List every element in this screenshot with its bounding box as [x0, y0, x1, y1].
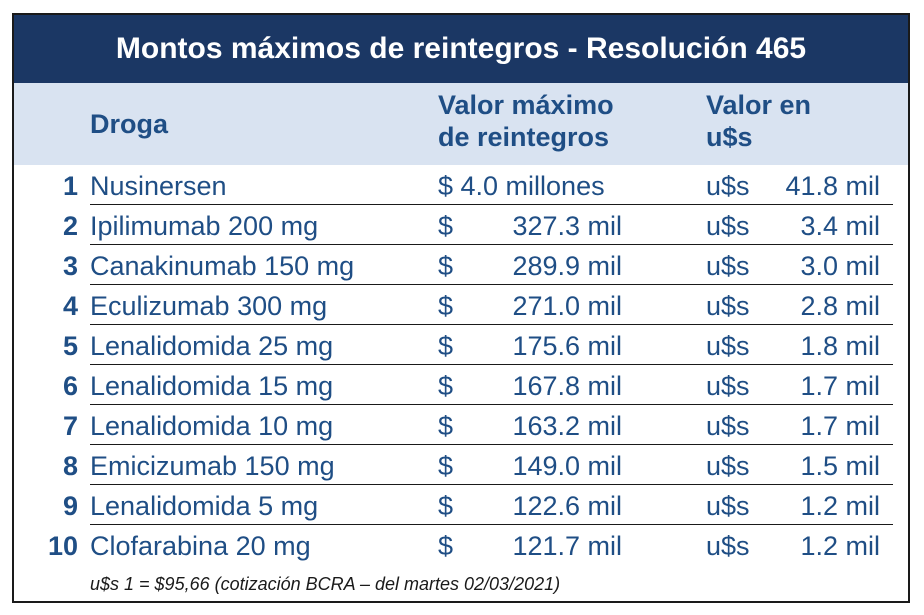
- row-rank: 8: [62, 451, 78, 481]
- row-usd-value: 3.0 mil: [800, 251, 880, 281]
- row-max-value: 121.7 mil: [512, 531, 622, 561]
- table-row: 3 Canakinumab 150 mg $ 289.9 mil u$s 3.0…: [14, 245, 908, 285]
- row-max-value: 271.0 mil: [512, 291, 622, 321]
- row-drug: Lenalidomida 10 mg: [90, 411, 334, 441]
- row-ars-currency: $: [438, 531, 454, 561]
- row-max-value: 175.6 mil: [512, 331, 622, 361]
- row-divider: [90, 444, 893, 445]
- row-divider: [90, 204, 893, 205]
- row-drug: Lenalidomida 25 mg: [90, 331, 334, 361]
- row-max-value: 163.2 mil: [512, 411, 622, 441]
- exchange-rate-footnote: u$s 1 = $95,66 (cotización BCRA – del ma…: [90, 574, 561, 594]
- row-drug: Canakinumab 150 mg: [90, 251, 355, 281]
- row-rank: 1: [62, 171, 78, 201]
- row-drug: Lenalidomida 5 mg: [90, 491, 319, 521]
- table-row: 7 Lenalidomida 10 mg $ 163.2 mil u$s 1.7…: [14, 405, 908, 445]
- row-usd-currency: u$s: [706, 291, 750, 321]
- header-usd-value-line2: u$s: [706, 122, 753, 152]
- row-usd-currency: u$s: [706, 171, 750, 201]
- row-divider: [90, 284, 893, 285]
- row-rank: 3: [62, 251, 78, 281]
- table-row: 10 Clofarabina 20 mg $ 121.7 mil u$s 1.2…: [14, 525, 908, 565]
- row-usd-currency: u$s: [706, 451, 750, 481]
- row-drug: Eculizumab 300 mg: [90, 291, 328, 321]
- row-drug: Ipilimumab 200 mg: [90, 211, 319, 241]
- row-usd-currency: u$s: [706, 371, 750, 401]
- row-ars-currency: $: [438, 211, 454, 241]
- row-rank: 4: [62, 291, 78, 321]
- row-divider: [90, 244, 893, 245]
- table-header: Droga Valor máximo de reintegros Valor e…: [14, 83, 908, 165]
- row-divider: [90, 524, 893, 525]
- row-usd-value: 41.8 mil: [785, 171, 880, 201]
- row-max-value: 167.8 mil: [512, 371, 622, 401]
- row-ars-currency: $: [438, 251, 454, 281]
- row-rank: 2: [62, 211, 78, 241]
- row-max-value: 149.0 mil: [512, 451, 622, 481]
- row-usd-value: 1.2 mil: [800, 491, 880, 521]
- row-ars-currency: $: [438, 491, 454, 521]
- row-divider: [90, 364, 893, 365]
- header-usd-value-line1: Valor en: [706, 90, 812, 120]
- table-row: 6 Lenalidomida 15 mg $ 167.8 mil u$s 1.7…: [14, 365, 908, 405]
- row-rank: 10: [47, 531, 78, 561]
- row-usd-currency: u$s: [706, 491, 750, 521]
- row-max-value: 289.9 mil: [512, 251, 622, 281]
- row-usd-value: 1.8 mil: [800, 331, 880, 361]
- table-body: 1 Nusinersen $ 4.0 millones u$s 41.8 mil…: [14, 165, 908, 565]
- row-usd-currency: u$s: [706, 411, 750, 441]
- row-usd-value: 1.2 mil: [800, 531, 880, 561]
- row-usd-currency: u$s: [706, 331, 750, 361]
- row-rank: 9: [62, 491, 78, 521]
- table-row: 1 Nusinersen $ 4.0 millones u$s 41.8 mil: [14, 165, 908, 205]
- header-usd-value: Valor en u$s: [706, 89, 811, 153]
- row-max-value: $ 4.0 millones: [438, 171, 605, 201]
- row-usd-value: 2.8 mil: [800, 291, 880, 321]
- row-usd-value: 1.7 mil: [800, 411, 880, 441]
- row-drug: Clofarabina 20 mg: [90, 531, 311, 561]
- header-max-value-line2: de reintegros: [438, 122, 610, 152]
- table-row: 5 Lenalidomida 25 mg $ 175.6 mil u$s 1.8…: [14, 325, 908, 365]
- row-usd-value: 3.4 mil: [800, 211, 880, 241]
- row-rank: 5: [62, 331, 78, 361]
- row-rank: 7: [62, 411, 78, 441]
- row-ars-currency: $: [438, 331, 454, 361]
- row-ars-currency: $: [438, 291, 454, 321]
- row-usd-value: 1.5 mil: [800, 451, 880, 481]
- row-divider: [90, 324, 893, 325]
- row-drug: Nusinersen: [90, 171, 227, 201]
- row-usd-currency: u$s: [706, 211, 750, 241]
- row-drug: Lenalidomida 15 mg: [90, 371, 334, 401]
- row-ars-currency: $: [438, 371, 454, 401]
- table-row: 8 Emicizumab 150 mg $ 149.0 mil u$s 1.5 …: [14, 445, 908, 485]
- row-ars-currency: $: [438, 411, 454, 441]
- table-row: 2 Ipilimumab 200 mg $ 327.3 mil u$s 3.4 …: [14, 205, 908, 245]
- header-max-value-line1: Valor máximo: [438, 90, 614, 120]
- row-usd-currency: u$s: [706, 251, 750, 281]
- header-drug: Droga: [90, 109, 169, 139]
- row-usd-currency: u$s: [706, 531, 750, 561]
- table-row: 4 Eculizumab 300 mg $ 271.0 mil u$s 2.8 …: [14, 285, 908, 325]
- row-drug: Emicizumab 150 mg: [90, 451, 335, 481]
- row-ars-currency: $: [438, 451, 454, 481]
- table-title: Montos máximos de reintegros - Resolució…: [14, 15, 908, 83]
- row-max-value: 327.3 mil: [512, 211, 622, 241]
- row-max-value: 122.6 mil: [512, 491, 622, 521]
- row-rank: 6: [62, 371, 78, 401]
- table-row: 9 Lenalidomida 5 mg $ 122.6 mil u$s 1.2 …: [14, 485, 908, 525]
- header-max-value: Valor máximo de reintegros: [438, 89, 614, 153]
- row-usd-value: 1.7 mil: [800, 371, 880, 401]
- reimbursement-table: Montos máximos de reintegros - Resolució…: [12, 13, 910, 603]
- row-divider: [90, 404, 893, 405]
- row-divider: [90, 484, 893, 485]
